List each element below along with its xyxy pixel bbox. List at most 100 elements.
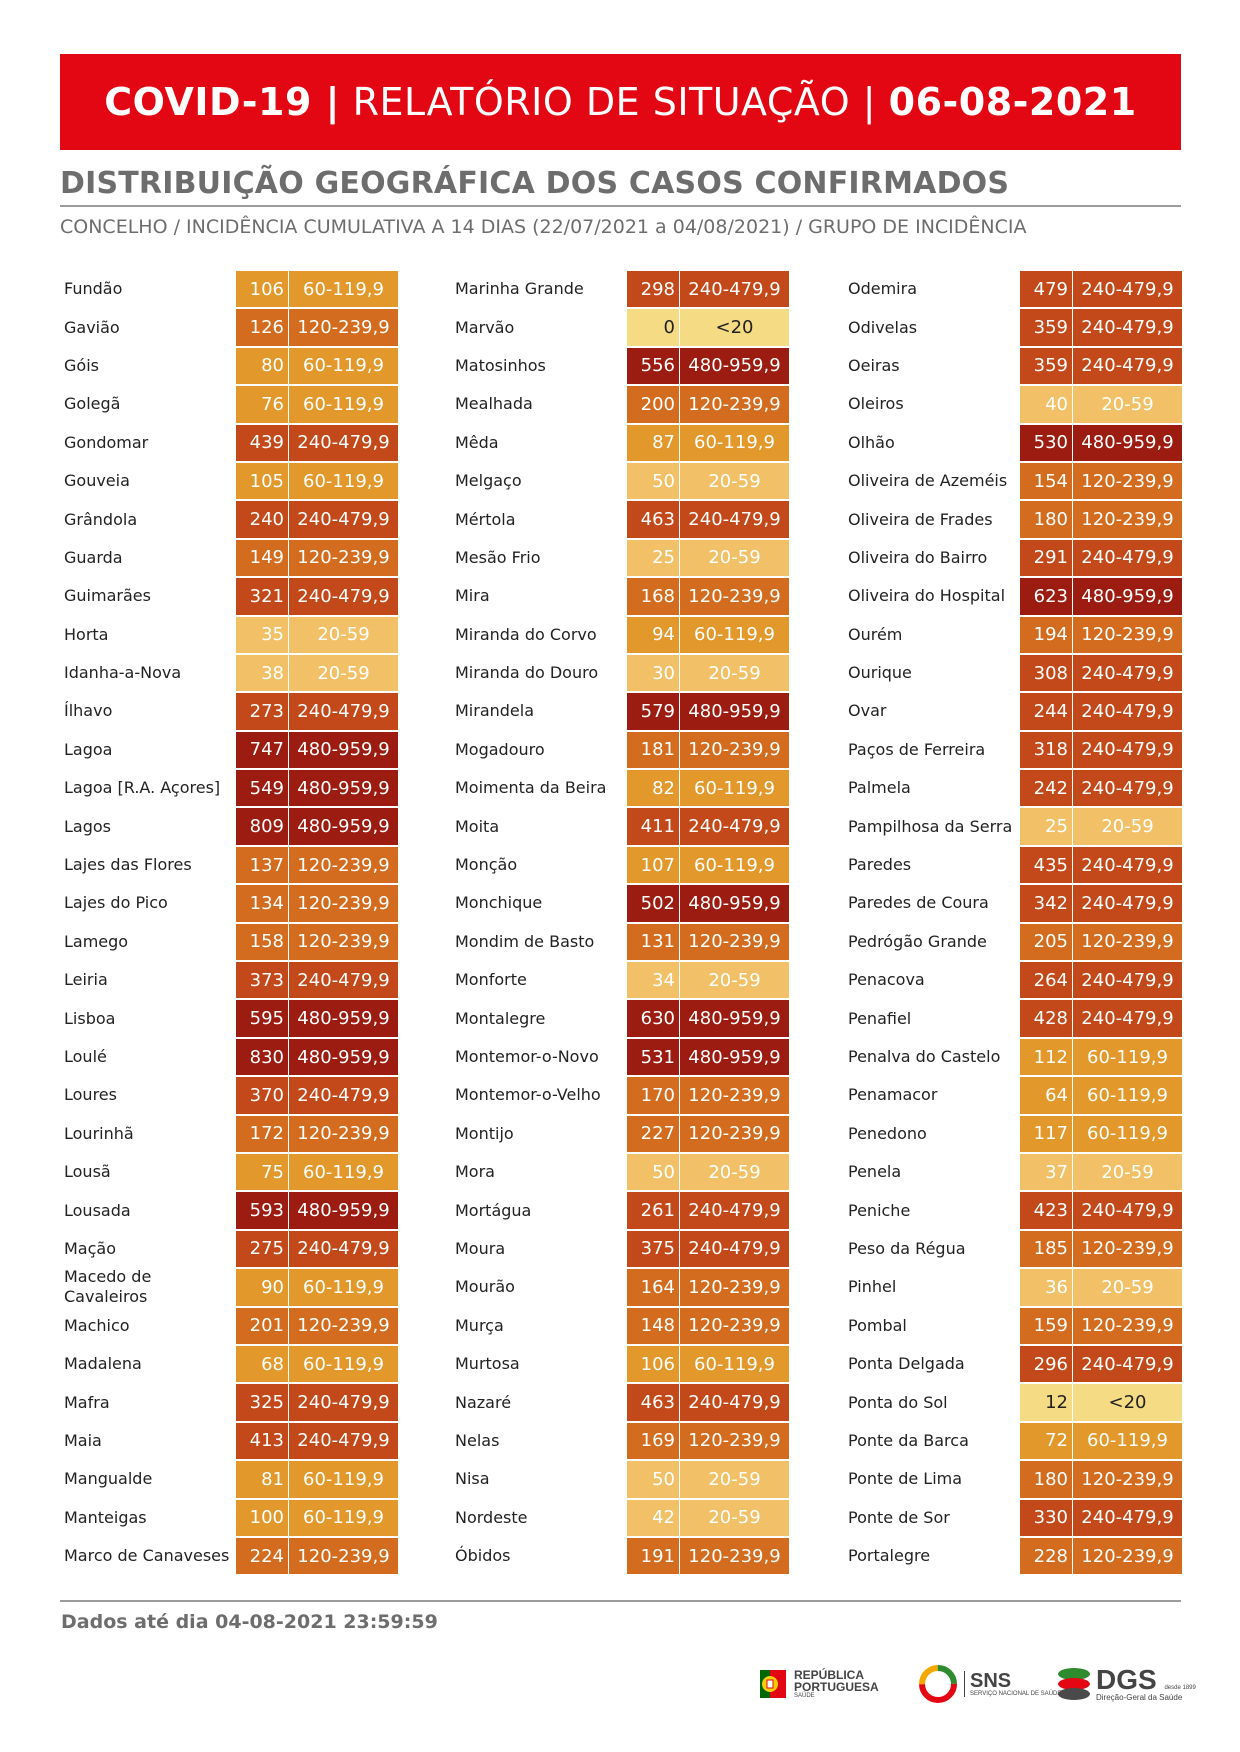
municipality-name: Monção <box>455 855 518 875</box>
incidence-group: 120-239,9 <box>1073 615 1183 654</box>
incidence-value: 595 <box>235 999 289 1038</box>
incidence-group: 120-239,9 <box>1073 922 1183 962</box>
table-row: Mora 50 20-59 <box>450 1152 790 1192</box>
incidence-group: 120-239,9 <box>289 922 399 962</box>
municipality-name: Penalva do Castelo <box>848 1047 1001 1066</box>
incidence-group: 120-239,9 <box>1073 1229 1183 1269</box>
table-row: Mogadouro 181 120-239,9 <box>450 730 790 770</box>
municipality-name: Murça <box>455 1315 504 1335</box>
table-row: Manteigas 100 60-119,9 <box>59 1498 399 1537</box>
municipality-name: Maia <box>64 1430 102 1450</box>
incidence-value: 830 <box>235 1037 289 1077</box>
incidence-group: 480-959,9 <box>289 999 399 1038</box>
municipality-name: Manteigas <box>64 1507 147 1527</box>
table-row: Lousada 593 480-959,9 <box>59 1191 399 1230</box>
table-row: Macedo de Cavaleiros 90 60-119,9 <box>59 1267 399 1307</box>
incidence-group: 120-239,9 <box>1073 1460 1183 1499</box>
incidence-group: 240-479,9 <box>289 1229 399 1269</box>
incidence-group: 60-119,9 <box>289 1268 399 1307</box>
incidence-group: 60-119,9 <box>1073 1114 1183 1153</box>
table-row: Lamego 158 120-239,9 <box>59 922 399 962</box>
incidence-group: 480-959,9 <box>680 884 790 923</box>
municipality-name: Mira <box>455 586 490 606</box>
municipality-name: Grândola <box>64 509 138 529</box>
incidence-value: 556 <box>626 346 680 386</box>
table-row: Mação 275 240-479,9 <box>59 1229 399 1269</box>
incidence-value: 38 <box>235 653 289 693</box>
incidence-group: 120-239,9 <box>680 730 790 770</box>
data-until-note: Dados até dia 04-08-2021 23:59:59 <box>61 1611 438 1633</box>
dgs-emblem-icon <box>1058 1668 1090 1700</box>
municipality-name: Golegã <box>64 394 121 414</box>
incidence-group: 240-479,9 <box>289 1421 399 1461</box>
incidence-value: 25 <box>1019 807 1073 846</box>
municipality-name: Oeiras <box>848 355 900 375</box>
sns-main-text: SNS <box>970 1670 1012 1692</box>
incidence-value: 107 <box>626 845 680 885</box>
incidence-group: 60-119,9 <box>680 423 790 462</box>
incidence-value: 261 <box>626 1191 680 1230</box>
incidence-group: 60-119,9 <box>1073 1037 1183 1077</box>
table-row: Mangualde 81 60-119,9 <box>59 1460 399 1499</box>
table-row: Nisa 50 20-59 <box>450 1460 790 1499</box>
table-row: Mirandela 579 480-959,9 <box>450 692 790 731</box>
municipality-name: Paredes de Coura <box>848 893 989 913</box>
municipality-name: Lajes do Pico <box>64 893 168 913</box>
incidence-value: 359 <box>1019 346 1073 386</box>
incidence-value: 12 <box>1019 1383 1073 1422</box>
table-row: Ovar 244 240-479,9 <box>843 692 1183 731</box>
incidence-value: 413 <box>235 1421 289 1461</box>
municipality-name: Lagoa [R.A. Açores] <box>64 778 221 798</box>
incidence-value: 36 <box>1019 1268 1073 1307</box>
incidence-group: 120-239,9 <box>680 1536 790 1576</box>
incidence-value: 81 <box>235 1460 289 1499</box>
incidence-value: 747 <box>235 730 289 770</box>
municipality-name: Mealhada <box>455 394 533 414</box>
incidence-group: 120-239,9 <box>1073 461 1183 501</box>
incidence-group: 240-479,9 <box>1073 845 1183 885</box>
incidence-group: 60-119,9 <box>289 270 399 309</box>
incidence-value: 50 <box>626 1460 680 1499</box>
incidence-group: 20-59 <box>680 461 790 501</box>
incidence-value: 531 <box>626 1037 680 1077</box>
incidence-value: 168 <box>626 577 680 616</box>
municipality-name: Lagos <box>64 816 111 836</box>
incidence-group: 240-479,9 <box>289 423 399 462</box>
incidence-value: 411 <box>626 807 680 846</box>
incidence-group: 60-119,9 <box>289 385 399 424</box>
table-row: Odemira 479 240-479,9 <box>843 270 1183 309</box>
header-report-label: RELATÓRIO DE SITUAÇÃO | <box>352 80 877 124</box>
municipality-name: Mirandela <box>455 701 535 721</box>
table-row: Matosinhos 556 480-959,9 <box>450 346 790 386</box>
table-row: Nordeste 42 20-59 <box>450 1498 790 1537</box>
incidence-value: 105 <box>235 461 289 501</box>
incidence-value: 296 <box>1019 1344 1073 1384</box>
dgs-logo: DGS desde 1899 Direção-Geral da Saúde <box>1056 1660 1196 1708</box>
incidence-group: 120-239,9 <box>289 538 399 578</box>
incidence-value: 321 <box>235 577 289 616</box>
table-row: Mortágua 261 240-479,9 <box>450 1191 790 1230</box>
municipality-name: Mora <box>455 1162 495 1182</box>
table-row: Grândola 240 240-479,9 <box>59 500 399 539</box>
municipality-name: Guarda <box>64 547 123 567</box>
incidence-group: 240-479,9 <box>680 807 790 846</box>
table-row: Lagos 809 480-959,9 <box>59 807 399 846</box>
table-row: Lagoa 747 480-959,9 <box>59 730 399 770</box>
table-row: Mondim de Basto 131 120-239,9 <box>450 922 790 962</box>
table-row: Gavião 126 120-239,9 <box>59 308 399 347</box>
header-date: 06-08-2021 <box>888 80 1137 124</box>
municipality-name: Palmela <box>848 778 911 798</box>
municipality-name: Portalegre <box>848 1546 931 1566</box>
table-row: Mesão Frio 25 20-59 <box>450 538 790 578</box>
incidence-group: 60-119,9 <box>680 615 790 654</box>
incidence-group: 20-59 <box>680 1498 790 1537</box>
incidence-value: 330 <box>1019 1498 1073 1537</box>
incidence-value: 148 <box>626 1306 680 1345</box>
incidence-value: 112 <box>1019 1037 1073 1077</box>
table-row: Moimenta da Beira 82 60-119,9 <box>450 769 790 808</box>
incidence-value: 530 <box>1019 423 1073 462</box>
table-row: Machico 201 120-239,9 <box>59 1306 399 1345</box>
incidence-value: 273 <box>235 692 289 731</box>
table-row: Moura 375 240-479,9 <box>450 1229 790 1269</box>
incidence-value: 169 <box>626 1421 680 1461</box>
